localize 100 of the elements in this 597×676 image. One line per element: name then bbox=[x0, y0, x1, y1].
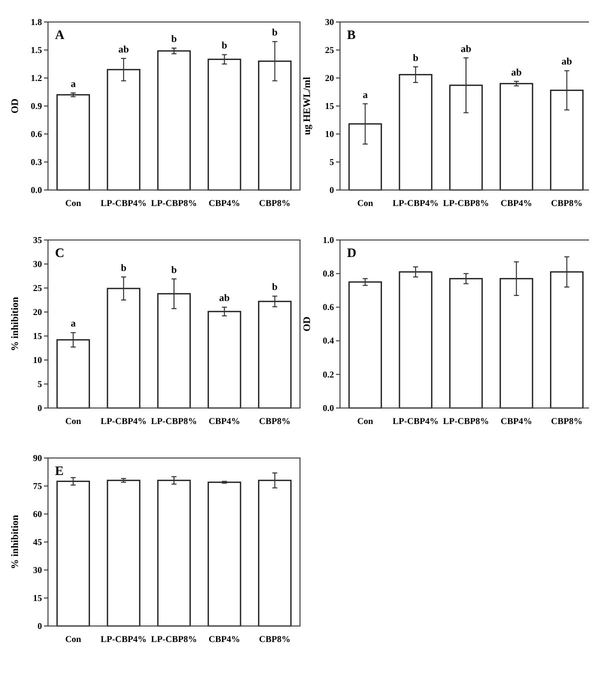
x-tick-label: CBP8% bbox=[259, 634, 291, 644]
bar bbox=[500, 82, 534, 191]
y-tick-label: 0.6 bbox=[30, 128, 42, 139]
annotation: b bbox=[222, 40, 228, 52]
bar bbox=[56, 339, 90, 409]
y-tick-label: 30 bbox=[33, 258, 42, 269]
annotation: ab bbox=[511, 67, 522, 78]
annotation: b bbox=[272, 28, 278, 39]
x-tick-label: CBP4% bbox=[208, 198, 240, 208]
x-tick-label: CBP8% bbox=[259, 416, 291, 426]
x-tick-label: LP-CBP8% bbox=[151, 634, 197, 644]
y-tick-label: 0 bbox=[330, 184, 334, 195]
y-tick-label: 30 bbox=[33, 564, 42, 575]
annotation: b bbox=[120, 262, 127, 274]
x-tick-label: LP-CBP8% bbox=[443, 416, 489, 426]
x-tick-label: LP-CBP4% bbox=[100, 634, 147, 644]
annotation: b bbox=[272, 282, 278, 294]
y-tick-label: 0.6 bbox=[322, 302, 334, 312]
bar bbox=[106, 68, 140, 191]
chart-title: D bbox=[347, 245, 356, 260]
x-tick-label: CBP8% bbox=[551, 416, 583, 426]
y-tick-label: 15 bbox=[33, 330, 42, 341]
x-tick-label: LP-CBP8% bbox=[151, 416, 197, 426]
x-tick-label: Con bbox=[65, 198, 82, 208]
x-tick-label: LP-CBP8% bbox=[151, 198, 197, 208]
y-tick-label: 20 bbox=[325, 72, 334, 83]
x-tick-label: LP-CBP4% bbox=[100, 198, 147, 208]
bar bbox=[208, 58, 242, 191]
chart-title: C bbox=[55, 245, 64, 260]
x-tick-label: Con bbox=[65, 416, 82, 426]
y-tick-label: 5 bbox=[330, 156, 334, 167]
bar bbox=[348, 281, 382, 409]
annotation: ab bbox=[460, 44, 472, 55]
y-tick-label: 25 bbox=[33, 282, 42, 293]
y-tick-label: 10 bbox=[325, 128, 334, 139]
y-tick-label: 0.2 bbox=[322, 369, 334, 380]
bar bbox=[258, 60, 292, 191]
x-tick-label: Con bbox=[65, 634, 82, 644]
annotation: a bbox=[362, 90, 368, 101]
x-tick-label: Con bbox=[357, 198, 374, 208]
y-tick-label: 35 bbox=[33, 234, 42, 245]
bar bbox=[550, 90, 584, 191]
bar bbox=[449, 84, 483, 191]
x-tick-label: CBP4% bbox=[208, 634, 240, 644]
y-tick-label: 1.2 bbox=[30, 72, 42, 83]
x-tick-label: CBP4% bbox=[500, 416, 532, 426]
chart-title: E bbox=[55, 463, 64, 478]
bar bbox=[398, 271, 432, 409]
annotation: a bbox=[70, 78, 76, 90]
y-axis-title: OD bbox=[10, 98, 21, 114]
y-tick-label: 5 bbox=[38, 378, 42, 389]
x-tick-label: Con bbox=[357, 416, 374, 426]
annotation: ab bbox=[118, 44, 130, 56]
x-tick-label: LP-CBP4% bbox=[392, 198, 439, 208]
y-axis-title: ug HEWL/ml bbox=[302, 76, 313, 136]
bar bbox=[449, 278, 483, 409]
x-tick-label: CBP4% bbox=[500, 198, 532, 208]
y-tick-label: 0.8 bbox=[322, 268, 334, 278]
x-tick-label: CBP8% bbox=[551, 198, 583, 208]
y-tick-label: 25 bbox=[325, 44, 334, 55]
chart-title: B bbox=[347, 27, 356, 42]
y-tick-label: 0.3 bbox=[30, 156, 42, 167]
y-tick-label: 60 bbox=[33, 508, 42, 519]
y-tick-label: 90 bbox=[33, 452, 42, 463]
y-tick-label: 15 bbox=[325, 100, 334, 111]
chart-title: A bbox=[55, 27, 65, 42]
annotation: b bbox=[171, 34, 178, 46]
annotation: a bbox=[70, 318, 76, 330]
bar bbox=[106, 288, 140, 409]
annotation: b bbox=[171, 264, 178, 276]
x-tick-label: CBP4% bbox=[208, 416, 240, 426]
y-tick-label: 0 bbox=[38, 620, 42, 631]
y-tick-label: 45 bbox=[33, 536, 42, 547]
y-axis-title: % inhibition bbox=[10, 514, 21, 570]
x-tick-label: LP-CBP8% bbox=[443, 198, 489, 208]
y-tick-label: 15 bbox=[33, 592, 42, 603]
y-tick-label: 1.8 bbox=[30, 16, 42, 27]
y-tick-label: 0 bbox=[38, 402, 42, 413]
bar bbox=[398, 74, 432, 191]
y-tick-label: 1.5 bbox=[30, 44, 42, 55]
y-tick-label: 75 bbox=[33, 480, 42, 491]
bar bbox=[258, 300, 292, 409]
y-tick-label: 30 bbox=[325, 16, 334, 27]
y-axis-title: % inhibition bbox=[10, 296, 21, 352]
bar bbox=[56, 94, 90, 191]
annotation: b bbox=[412, 52, 419, 64]
bar bbox=[550, 271, 584, 409]
bar bbox=[208, 310, 242, 409]
x-tick-label: LP-CBP4% bbox=[100, 416, 147, 426]
y-tick-label: 0.0 bbox=[30, 184, 42, 195]
annotation: ab bbox=[219, 293, 230, 304]
bar bbox=[157, 293, 191, 409]
x-tick-label: CBP8% bbox=[259, 198, 291, 208]
bar bbox=[500, 278, 534, 409]
y-tick-label: 0.0 bbox=[322, 402, 334, 413]
y-axis-title: OD bbox=[302, 316, 313, 332]
y-tick-label: 0.9 bbox=[30, 100, 42, 111]
bar bbox=[348, 123, 382, 191]
y-tick-label: 1.0 bbox=[322, 234, 334, 245]
y-tick-label: 10 bbox=[33, 354, 42, 365]
